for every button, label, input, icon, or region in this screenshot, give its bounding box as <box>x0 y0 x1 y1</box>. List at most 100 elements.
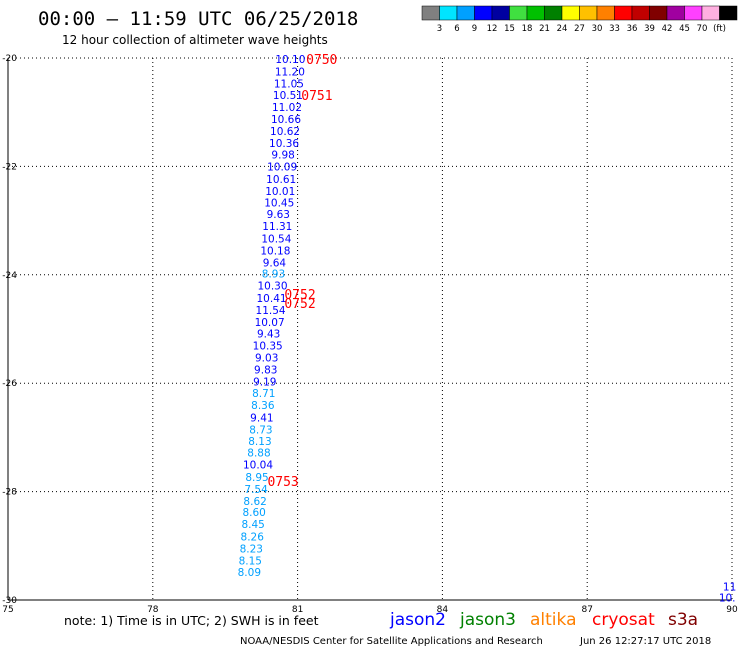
scale-swatch <box>649 5 668 21</box>
scale-label: 36 <box>627 24 638 34</box>
wave-height-value: 9.19 <box>253 377 276 389</box>
scale-swatch <box>579 5 598 21</box>
scale-label: 18 <box>522 24 533 34</box>
wave-height-value: 9.83 <box>254 365 277 377</box>
wave-height-value: 8.88 <box>247 448 270 460</box>
scale-label: 27 <box>574 24 585 34</box>
satellite-jason3: jason3 <box>459 610 516 630</box>
y-tick-label: -22 <box>2 162 17 172</box>
wave-height-value: 9.41 <box>250 412 273 424</box>
y-tick-label: -20 <box>2 54 17 64</box>
grid-lines <box>7 57 733 601</box>
scale-swatch <box>684 5 703 21</box>
footer-note: note: 1) Time is in UTC; 2) SWH is in fe… <box>64 613 319 628</box>
satellite-altika: altika <box>530 610 577 630</box>
wave-height-value: 8.73 <box>249 424 272 436</box>
wave-height-value: 10.61 <box>266 174 296 186</box>
wave-height-value: 10.54 <box>261 233 291 245</box>
wave-height-value: 11 <box>723 581 736 593</box>
x-tick-label: 90 <box>726 605 738 615</box>
footer-timestamp: Jun 26 12:27:17 UTC 2018 <box>579 636 711 647</box>
y-tick-label: -30 <box>2 596 17 606</box>
time-label: 0751 <box>301 89 332 104</box>
color-scale-legend: 3 6 9 12 15 18 21 24 27 30 33 36 39 42 45 70 (ft) <box>421 5 738 34</box>
satellite-jason2: jason2 <box>389 610 446 630</box>
scale-label: 70 <box>697 24 708 34</box>
scale-label: 45 <box>679 24 690 34</box>
scale-swatch <box>491 5 510 21</box>
wave-height-value: 10.45 <box>264 198 294 210</box>
wave-height-value: 11.54 <box>256 305 286 317</box>
wave-height-value: 10.62 <box>270 126 300 138</box>
scale-swatch <box>474 5 493 21</box>
wave-height-value: 10.07 <box>255 317 285 329</box>
wave-height-value: 10.36 <box>269 138 299 150</box>
scale-swatch <box>439 5 458 21</box>
wave-height-value: 11.02 <box>272 102 302 114</box>
wave-height-value: 9.98 <box>271 149 294 161</box>
y-tick-label: -26 <box>2 379 17 389</box>
wave-height-value: 8.95 <box>245 472 268 484</box>
scale-swatch <box>509 5 528 21</box>
wave-height-value: 8.36 <box>251 400 275 412</box>
wave-height-value: 8.15 <box>239 555 262 567</box>
wave-height-value: 11.20 <box>275 67 305 79</box>
wave-height-value: 9.43 <box>257 328 280 340</box>
satellite-legend: jason2 jason3 altika cryosat s3a <box>389 610 698 630</box>
scale-label: 6 <box>454 24 459 34</box>
scale-label: 33 <box>609 24 620 34</box>
scale-swatch <box>561 5 580 21</box>
satellite-s3a: s3a <box>668 610 698 630</box>
scale-label: 30 <box>592 24 603 34</box>
wave-height-value: 8.23 <box>240 544 263 556</box>
time-label: 0753 <box>267 475 298 490</box>
scale-swatch <box>631 5 650 21</box>
x-tick-label: 75 <box>2 605 13 615</box>
scale-label: 21 <box>539 24 550 34</box>
wave-height-value: 8.93 <box>262 269 285 281</box>
wave-height-value: 11.05 <box>274 78 304 90</box>
wave-height-value: 8.13 <box>248 436 271 448</box>
time-label: 0750 <box>306 53 337 68</box>
wave-height-value: 8.71 <box>252 388 275 400</box>
wave-height-value: 10. <box>719 592 736 604</box>
wave-height-value: 11.31 <box>262 221 292 233</box>
scale-swatch <box>544 5 563 21</box>
scale-label: 15 <box>504 24 515 34</box>
axis-ticks: 75 78 81 84 87 90 -20 -22 -24 -26 -28 -30 <box>2 54 738 615</box>
time-label: 0752 <box>284 288 315 303</box>
chart-title: 00:00 – 11:59 UTC 06/25/2018 <box>38 8 358 30</box>
wave-height-value: 10.10 <box>275 54 305 66</box>
wave-height-value: 10.18 <box>260 245 290 257</box>
scale-swatch <box>456 5 475 21</box>
scale-swatch <box>719 5 738 21</box>
wave-height-value: 9.63 <box>267 209 290 221</box>
wave-height-value: 7.54 <box>244 484 268 496</box>
y-tick-label: -28 <box>2 488 17 498</box>
wave-height-value: 10.04 <box>243 460 273 472</box>
satellite-cryosat: cryosat <box>592 610 655 630</box>
x-tick-label: 78 <box>147 605 159 615</box>
x-tick-label: 87 <box>581 605 592 615</box>
scale-label: 9 <box>472 24 477 34</box>
scale-swatch <box>526 5 545 21</box>
y-tick-label: -24 <box>2 271 17 281</box>
wave-height-value: 10.35 <box>253 340 283 352</box>
wave-height-value: 9.64 <box>263 257 287 269</box>
time-label: 0752 <box>284 297 315 312</box>
scale-label: 12 <box>487 24 498 34</box>
wave-height-value: 8.62 <box>243 496 266 508</box>
scale-swatch <box>421 5 440 21</box>
scale-label: (ft) <box>713 24 726 34</box>
wave-height-value: 10.66 <box>271 114 301 126</box>
wave-height-value: 8.09 <box>238 567 261 579</box>
chart-subtitle: 12 hour collection of altimeter wave hei… <box>62 33 328 47</box>
data-labels: 10.1011.2011.0510.5111.0210.6610.6210.36… <box>238 54 737 604</box>
wave-height-value: 8.45 <box>241 519 264 531</box>
wave-height-value: 8.26 <box>241 532 265 544</box>
scale-label: 39 <box>644 24 655 34</box>
plot-area <box>7 58 732 601</box>
wave-height-value: 10.41 <box>257 293 287 305</box>
